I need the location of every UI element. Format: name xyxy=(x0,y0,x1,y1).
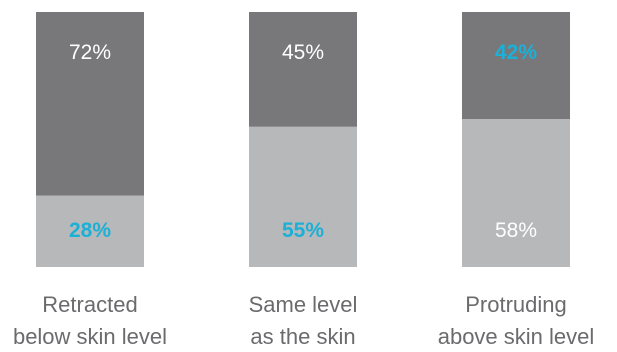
bar-segment xyxy=(249,12,357,127)
value-label: 55% xyxy=(282,219,324,242)
category-label: as the skin xyxy=(250,324,355,349)
category-label: Protruding xyxy=(465,292,567,317)
bar-segment xyxy=(462,119,570,267)
category-label: Retracted xyxy=(42,292,137,317)
bar-segment xyxy=(249,126,357,267)
category-label: below skin level xyxy=(13,324,167,349)
bar-segment xyxy=(462,12,570,120)
bar-segment xyxy=(36,12,144,196)
value-label: 58% xyxy=(495,219,537,242)
value-label: 28% xyxy=(69,219,111,242)
category-label: above skin level xyxy=(438,324,595,349)
value-label: 72% xyxy=(69,41,111,64)
bar-segment xyxy=(36,195,144,267)
value-label: 45% xyxy=(282,41,324,64)
value-label: 42% xyxy=(495,41,537,64)
category-label: Same level xyxy=(249,292,358,317)
